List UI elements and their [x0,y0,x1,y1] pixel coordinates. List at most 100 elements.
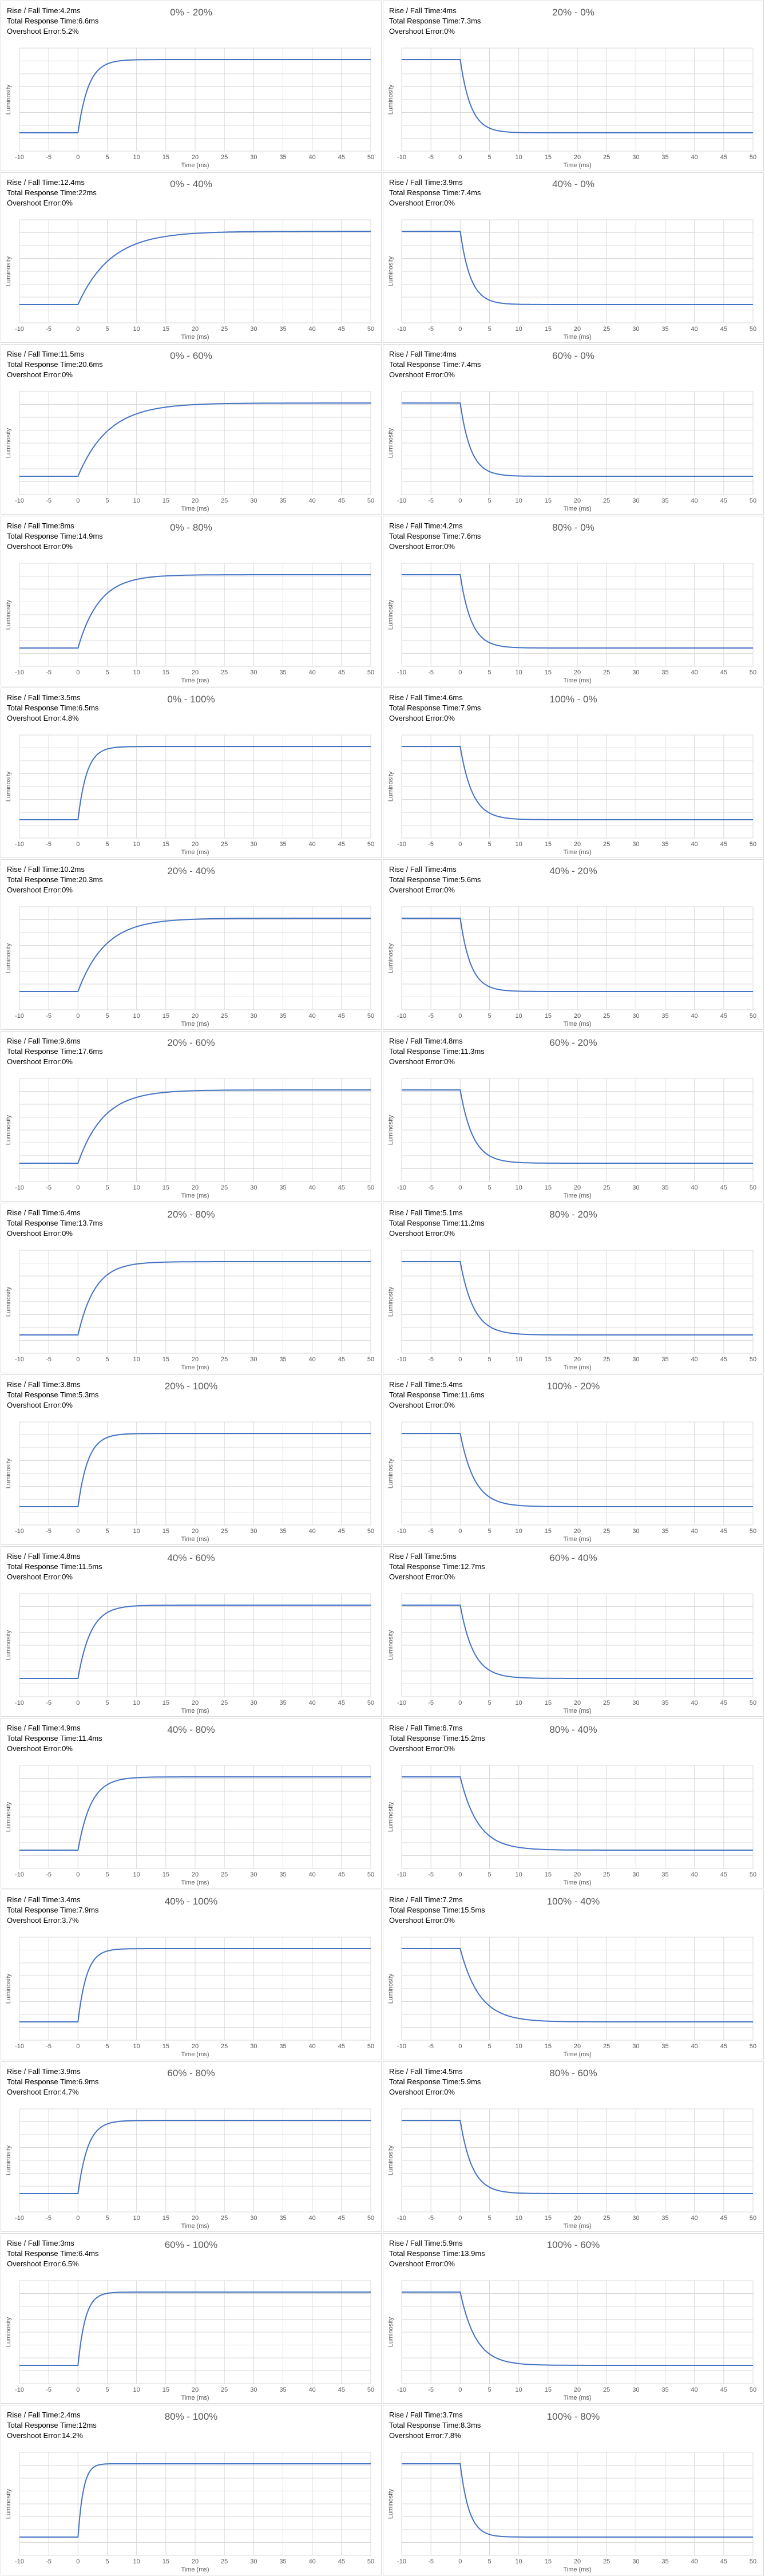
x-tick-label: 15 [162,1528,169,1535]
y-axis-label: Luminosity [387,1115,394,1145]
stats-block: Rise / Fall Time:5.9ms Total Response Tim… [389,2238,485,2269]
rise-fall-time-text-value: 7.2ms [442,1895,463,1904]
x-tick-label: -10 [397,497,406,504]
overshoot-error-text: Overshoot Error:4.8% [7,713,98,724]
total-response-time-text-label: Total Response Time: [7,1906,79,1914]
chart-svg: -10 -5 0 5 10 15 20 25 30 35 40 45 50 Time (ms) Lumino… [387,391,756,512]
overshoot-error-text: Overshoot Error:0% [389,1915,485,1926]
total-response-time-text-value: 6.6ms [78,17,99,25]
x-tick-label: 30 [250,326,257,333]
x-tick-label: 25 [603,1700,610,1706]
x-tick-label: 5 [487,2043,491,2050]
overshoot-error-text: Overshoot Error:0% [389,1572,485,1582]
rise-fall-time-text-label: Rise / Fall Time: [7,1552,61,1560]
rise-fall-time-text-value: 4.8ms [442,1037,463,1045]
rise-fall-time-text-label: Rise / Fall Time: [7,2239,61,2247]
x-tick-label: 20 [192,669,199,676]
x-tick-label: 40 [691,2387,698,2393]
total-response-time-text-value: 17.6ms [78,1047,103,1056]
total-response-time-text: Total Response Time:11.6ms [389,1390,485,1400]
x-tick-label: 45 [338,841,345,848]
total-response-time-text-label: Total Response Time: [389,1906,461,1914]
x-tick-label: 10 [133,1184,140,1191]
overshoot-error-text-value: 0% [62,1573,73,1581]
x-axis-label: Time (ms) [181,334,209,341]
overshoot-error-text-label: Overshoot Error: [7,1573,62,1581]
rise-fall-time-text-label: Rise / Fall Time: [389,350,443,358]
x-tick-label: 45 [720,2215,727,2222]
x-tick-label: 15 [162,326,169,333]
x-tick-label: 10 [516,497,522,504]
rise-fall-time-text: Rise / Fall Time:3.8ms [7,1380,98,1390]
chart-panel: Rise / Fall Time:4ms Total Response Time:… [383,344,764,515]
x-tick-label: 30 [632,497,639,504]
x-tick-label: -10 [15,497,24,504]
chart-panel: Rise / Fall Time:5.4ms Total Response Tim… [383,1374,764,1545]
x-tick-label: 0 [458,2215,462,2222]
x-tick-label: 45 [338,2387,345,2393]
overshoot-error-text-label: Overshoot Error: [7,27,62,35]
x-tick-label: 35 [661,2558,668,2565]
overshoot-error-text-label: Overshoot Error: [389,1401,445,1409]
y-axis-label: Luminosity [5,2145,12,2175]
x-tick-label: 50 [367,2043,374,2050]
total-response-time-text-label: Total Response Time: [7,1562,79,1571]
total-response-time-text-value: 5.9ms [461,2077,481,2086]
x-tick-label: -10 [397,326,406,333]
rise-fall-time-text: Rise / Fall Time:4.6ms [389,693,481,703]
stats-block: Rise / Fall Time:3.8ms Total Response Tim… [7,1380,98,1411]
x-tick-label: 15 [162,1356,169,1363]
total-response-time-text-label: Total Response Time: [7,2077,79,2086]
x-tick-label: 20 [192,1013,199,1020]
x-tick-label: 20 [574,326,581,333]
response-series-line [19,2120,371,2194]
overshoot-error-text: Overshoot Error:0% [389,2259,485,2269]
overshoot-error-text-label: Overshoot Error: [7,1916,62,1925]
rise-fall-time-text-label: Rise / Fall Time: [389,2411,443,2419]
x-tick-label: 30 [250,2387,257,2393]
x-tick-label: 25 [603,2558,610,2565]
x-tick-label: 45 [720,1871,727,1878]
chart-title: 80% - 60% [549,2068,597,2079]
overshoot-error-text: Overshoot Error:7.8% [389,2431,481,2441]
x-tick-label: 15 [545,2387,552,2393]
total-response-time-text: Total Response Time:13.7ms [7,1218,103,1228]
y-axis-label: Luminosity [387,1458,394,1488]
total-response-time-text-label: Total Response Time: [389,704,461,712]
total-response-time-text-value: 15.2ms [461,1734,485,1743]
rise-fall-time-text: Rise / Fall Time:4.8ms [389,1036,485,1046]
chart-panel: Rise / Fall Time:4.9ms Total Response Tim… [1,1718,382,1888]
x-tick-label: 5 [487,1700,491,1706]
chart-svg: -10 -5 0 5 10 15 20 25 30 35 40 45 50 Time (ms) Lumino… [387,2280,756,2401]
overshoot-error-text-label: Overshoot Error: [7,542,62,551]
chart-title: 0% - 100% [167,694,215,705]
x-tick-label: 5 [105,1184,109,1191]
total-response-time-text: Total Response Time:20.3ms [7,875,103,885]
total-response-time-text-value: 8.3ms [461,2421,481,2429]
x-tick-label: 10 [133,2558,140,2565]
total-response-time-text: Total Response Time:6.9ms [7,2077,98,2087]
x-tick-label: 40 [691,1871,698,1878]
chart-svg: -10 -5 0 5 10 15 20 25 30 35 40 45 50 Time (ms) Lumino… [5,1078,374,1199]
y-axis-label: Luminosity [5,1801,12,1832]
x-tick-label: 40 [309,2043,316,2050]
rise-fall-time-text: Rise / Fall Time:5.1ms [389,1208,485,1218]
x-tick-label: 0 [76,2215,80,2222]
x-tick-label: 30 [632,669,639,676]
x-tick-label: -10 [15,2558,24,2565]
x-tick-label: 15 [545,1356,552,1363]
x-tick-label: 45 [338,1184,345,1191]
chart-svg: -10 -5 0 5 10 15 20 25 30 35 40 45 50 Time (ms) Lumino… [5,48,374,169]
y-axis-label: Luminosity [5,943,12,973]
overshoot-error-text-value: 0% [62,370,73,379]
total-response-time-text-label: Total Response Time: [7,1219,79,1227]
stats-block: Rise / Fall Time:10.2ms Total Response Ti… [7,864,103,895]
overshoot-error-text-label: Overshoot Error: [389,886,445,894]
x-tick-label: 50 [367,1184,374,1191]
x-tick-label: 15 [545,2043,552,2050]
overshoot-error-text: Overshoot Error:0% [389,713,481,724]
x-tick-label: 50 [750,669,756,676]
chart-panel: Rise / Fall Time:3.9ms Total Response Tim… [1,2061,382,2232]
x-tick-label: 10 [516,1184,522,1191]
rise-fall-time-text: Rise / Fall Time:8ms [7,521,103,531]
